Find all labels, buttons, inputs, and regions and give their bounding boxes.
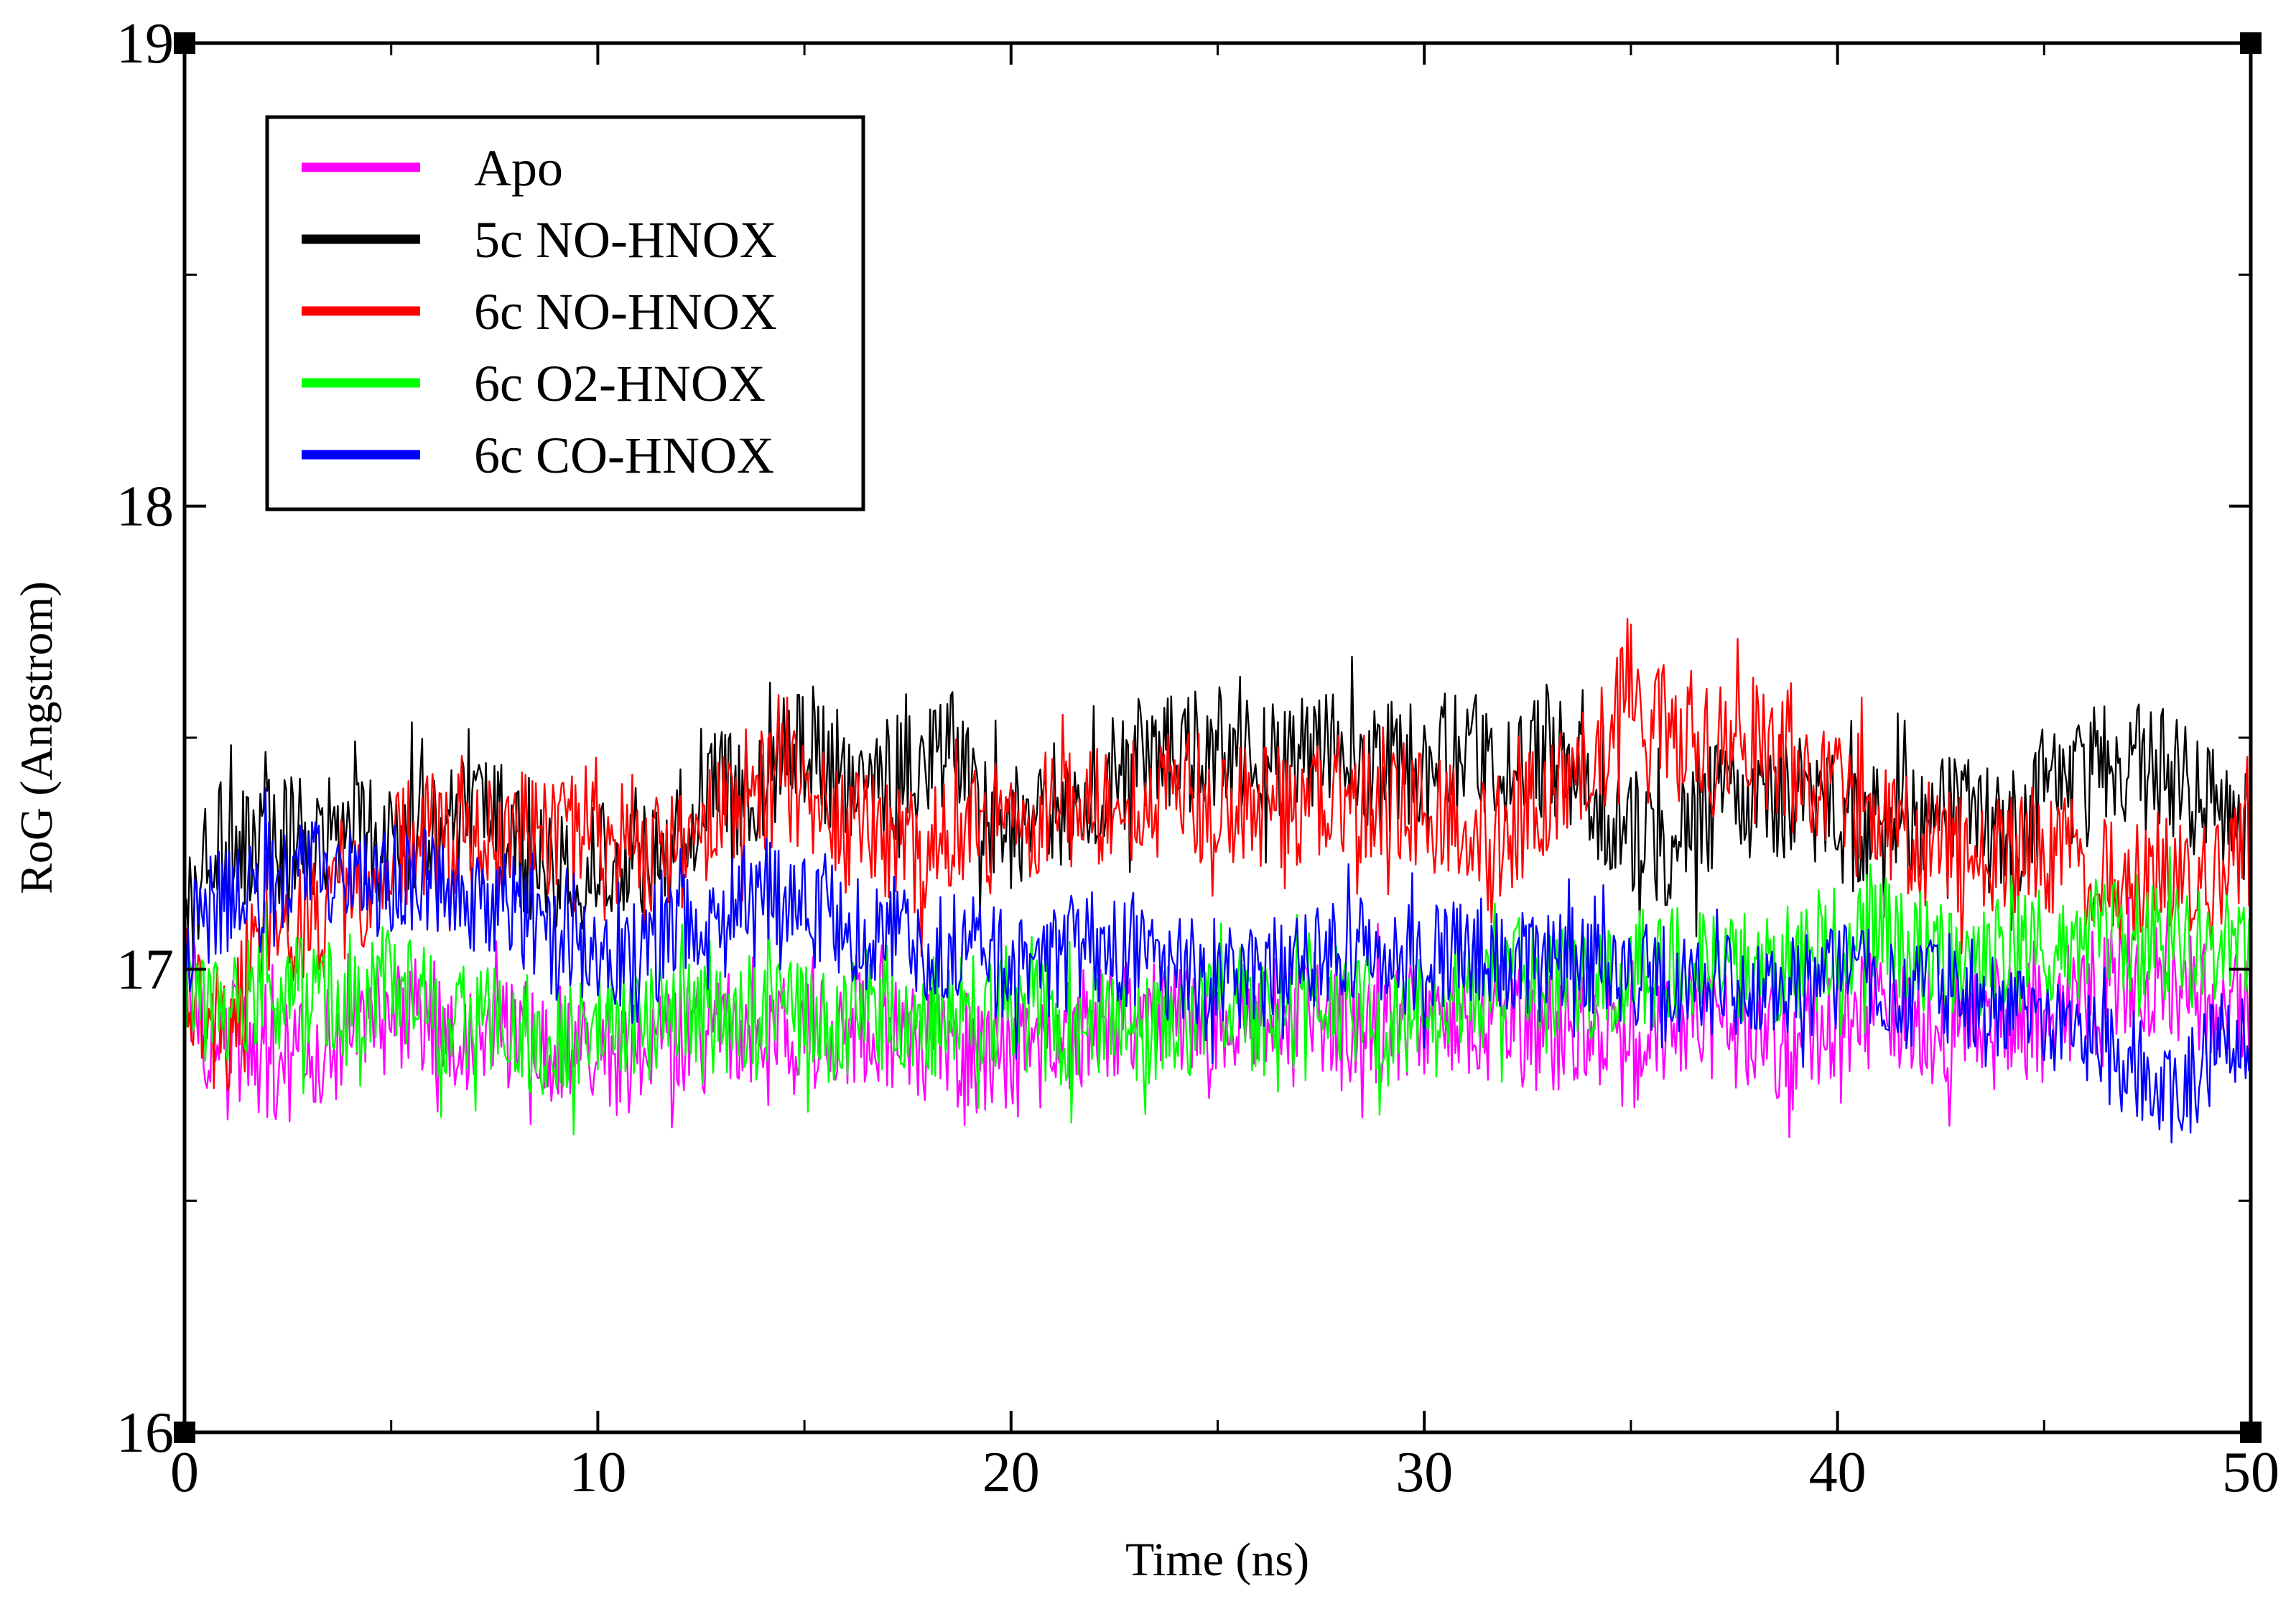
series-line-6c-no-hnox xyxy=(183,618,2252,1091)
legend: Apo 5c NO-HNOX 6c NO-HNOX 6c O2-HNOX 6c CO-H… xyxy=(265,115,865,511)
legend-label-6c-o2-hnox: 6c O2-HNOX xyxy=(474,355,766,412)
corner-marker xyxy=(2240,1422,2262,1443)
corner-marker xyxy=(2240,32,2262,54)
y-axis-label: RoG (Angstrom) xyxy=(11,581,62,894)
x-axis-label: Time (ns) xyxy=(1125,1534,1309,1586)
legend-label-5c-no-hnox: 5c NO-HNOX xyxy=(474,211,777,269)
series-layer xyxy=(183,618,2252,1144)
corner-marker xyxy=(174,32,195,54)
ticks-layer: 0 10 20 30 40 50 16 17 18 19 xyxy=(116,12,2279,1504)
y-tick-label: 19 xyxy=(116,12,174,75)
legend-label-6c-co-hnox: 6c CO-HNOX xyxy=(474,427,774,484)
x-tick-label: 30 xyxy=(1395,1441,1453,1504)
x-tick-label: 50 xyxy=(2222,1441,2279,1504)
legend-label-apo: Apo xyxy=(474,139,563,197)
y-tick-label: 18 xyxy=(116,476,174,539)
y-tick-label: 17 xyxy=(116,938,174,1001)
x-tick-label: 20 xyxy=(982,1441,1040,1504)
y-tick-label: 16 xyxy=(116,1401,174,1465)
legend-label-6c-no-hnox: 6c NO-HNOX xyxy=(474,283,777,340)
corner-marker xyxy=(174,1422,195,1443)
series-line-6c-co-hnox xyxy=(183,787,2252,1144)
legend-entries: Apo 5c NO-HNOX 6c NO-HNOX 6c O2-HNOX 6c CO-H… xyxy=(302,139,777,484)
x-tick-label: 10 xyxy=(569,1441,626,1504)
x-tick-label: 40 xyxy=(1809,1441,1867,1504)
x-tick-label: 0 xyxy=(170,1441,199,1504)
